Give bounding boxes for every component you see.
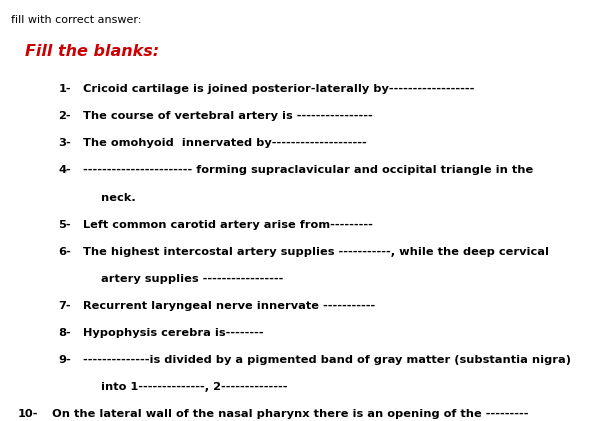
Text: The highest intercostal artery supplies -----------, while the deep cervical: The highest intercostal artery supplies … bbox=[83, 247, 549, 257]
Text: Left common carotid artery arise from---------: Left common carotid artery arise from---… bbox=[83, 220, 373, 229]
Text: 4-: 4- bbox=[58, 165, 71, 176]
Text: --------------is divided by a pigmented band of gray matter (substantia nigra): --------------is divided by a pigmented … bbox=[83, 355, 571, 365]
Text: fill with correct answer:: fill with correct answer: bbox=[11, 15, 141, 25]
Text: The course of vertebral artery is ----------------: The course of vertebral artery is ------… bbox=[83, 111, 373, 121]
Text: 9-: 9- bbox=[58, 355, 71, 365]
Text: neck.: neck. bbox=[101, 192, 137, 203]
Text: 5-: 5- bbox=[58, 220, 71, 229]
Text: Hypophysis cerebra is--------: Hypophysis cerebra is-------- bbox=[83, 328, 264, 338]
Text: 2-: 2- bbox=[58, 111, 71, 121]
Text: 10-: 10- bbox=[17, 409, 38, 419]
Text: Recurrent laryngeal nerve innervate -----------: Recurrent laryngeal nerve innervate ----… bbox=[83, 301, 375, 311]
Text: 7-: 7- bbox=[58, 301, 71, 311]
Text: Cricoid cartilage is joined posterior-laterally by------------------: Cricoid cartilage is joined posterior-la… bbox=[83, 84, 474, 94]
Text: 3-: 3- bbox=[58, 139, 71, 148]
Text: artery supplies -----------------: artery supplies ----------------- bbox=[101, 274, 284, 284]
Text: into 1--------------, 2--------------: into 1--------------, 2-------------- bbox=[101, 382, 288, 392]
Text: 1-: 1- bbox=[58, 84, 71, 94]
Text: 8-: 8- bbox=[58, 328, 71, 338]
Text: On the lateral wall of the nasal pharynx there is an opening of the ---------: On the lateral wall of the nasal pharynx… bbox=[52, 409, 529, 419]
Text: Fill the blanks:: Fill the blanks: bbox=[25, 44, 159, 59]
Text: 6-: 6- bbox=[58, 247, 71, 257]
Text: ----------------------- forming supraclavicular and occipital triangle in the: ----------------------- forming supracla… bbox=[83, 165, 533, 176]
Text: The omohyoid  innervated by--------------------: The omohyoid innervated by--------------… bbox=[83, 139, 367, 148]
